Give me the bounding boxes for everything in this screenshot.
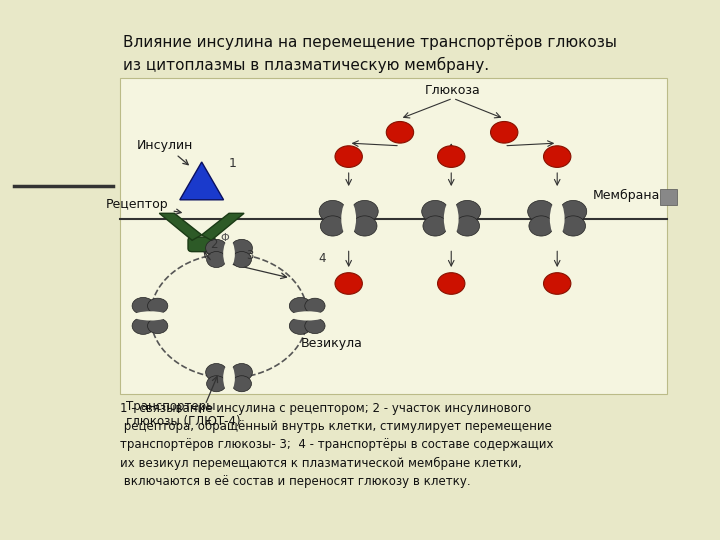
Text: 4: 4 — [318, 252, 325, 265]
Text: 3: 3 — [246, 249, 253, 262]
Circle shape — [438, 146, 465, 167]
Ellipse shape — [305, 298, 325, 314]
Circle shape — [335, 146, 362, 167]
Ellipse shape — [455, 216, 480, 236]
Ellipse shape — [290, 311, 325, 321]
Circle shape — [438, 273, 465, 294]
Ellipse shape — [206, 239, 227, 257]
Ellipse shape — [454, 200, 481, 222]
Ellipse shape — [305, 318, 325, 334]
Text: из цитоплазмы в плазматическую мембрану.: из цитоплазмы в плазматическую мембрану. — [123, 57, 489, 73]
Ellipse shape — [223, 364, 235, 392]
Text: 1: 1 — [229, 157, 237, 171]
Bar — [120, 78, 667, 394]
Text: Рецептор: Рецептор — [106, 198, 181, 214]
Ellipse shape — [529, 216, 554, 236]
Ellipse shape — [444, 200, 459, 237]
Bar — [660, 189, 677, 205]
Polygon shape — [202, 213, 244, 240]
Circle shape — [387, 122, 413, 143]
Text: Влияние инсулина на перемещение транспортёров глюкозы: Влияние инсулина на перемещение транспор… — [123, 35, 617, 50]
Ellipse shape — [206, 363, 227, 381]
Text: Мембрана: Мембрана — [593, 190, 660, 202]
Ellipse shape — [319, 200, 346, 222]
Circle shape — [544, 146, 571, 167]
Ellipse shape — [422, 200, 449, 222]
Polygon shape — [180, 162, 224, 200]
Ellipse shape — [133, 311, 168, 321]
Text: Везикула: Везикула — [301, 338, 363, 350]
Ellipse shape — [207, 376, 226, 392]
Ellipse shape — [550, 200, 564, 237]
Circle shape — [544, 273, 571, 294]
Ellipse shape — [352, 216, 377, 236]
Circle shape — [490, 122, 518, 143]
Text: Φ: Φ — [221, 233, 230, 244]
Ellipse shape — [559, 200, 587, 222]
Ellipse shape — [289, 298, 312, 314]
Ellipse shape — [561, 216, 585, 236]
Ellipse shape — [320, 216, 345, 236]
Ellipse shape — [231, 363, 253, 381]
Ellipse shape — [231, 239, 253, 257]
Ellipse shape — [148, 318, 168, 334]
Ellipse shape — [223, 240, 235, 268]
Ellipse shape — [232, 252, 251, 267]
Polygon shape — [159, 213, 202, 240]
Ellipse shape — [232, 376, 251, 392]
Ellipse shape — [528, 200, 554, 222]
Text: 2: 2 — [210, 238, 217, 252]
Text: Транспортеры
глюкозы (ГЛЮТ-4): Транспортеры глюкозы (ГЛЮТ-4) — [127, 400, 241, 428]
Text: Инсулин: Инсулин — [137, 138, 193, 165]
Ellipse shape — [289, 318, 312, 334]
Ellipse shape — [132, 298, 154, 314]
FancyBboxPatch shape — [188, 237, 215, 252]
Circle shape — [335, 273, 362, 294]
Ellipse shape — [148, 298, 168, 314]
Ellipse shape — [341, 200, 356, 237]
Ellipse shape — [351, 200, 378, 222]
Ellipse shape — [423, 216, 448, 236]
Text: 1 - связывание инсулина с рецептором; 2 - участок инсулинового
 рецептора, обращ: 1 - связывание инсулина с рецептором; 2 … — [120, 402, 553, 488]
Ellipse shape — [132, 318, 154, 334]
Text: Глюкоза: Глюкоза — [425, 84, 481, 97]
Bar — [0, 0, 120, 540]
Ellipse shape — [207, 252, 226, 267]
